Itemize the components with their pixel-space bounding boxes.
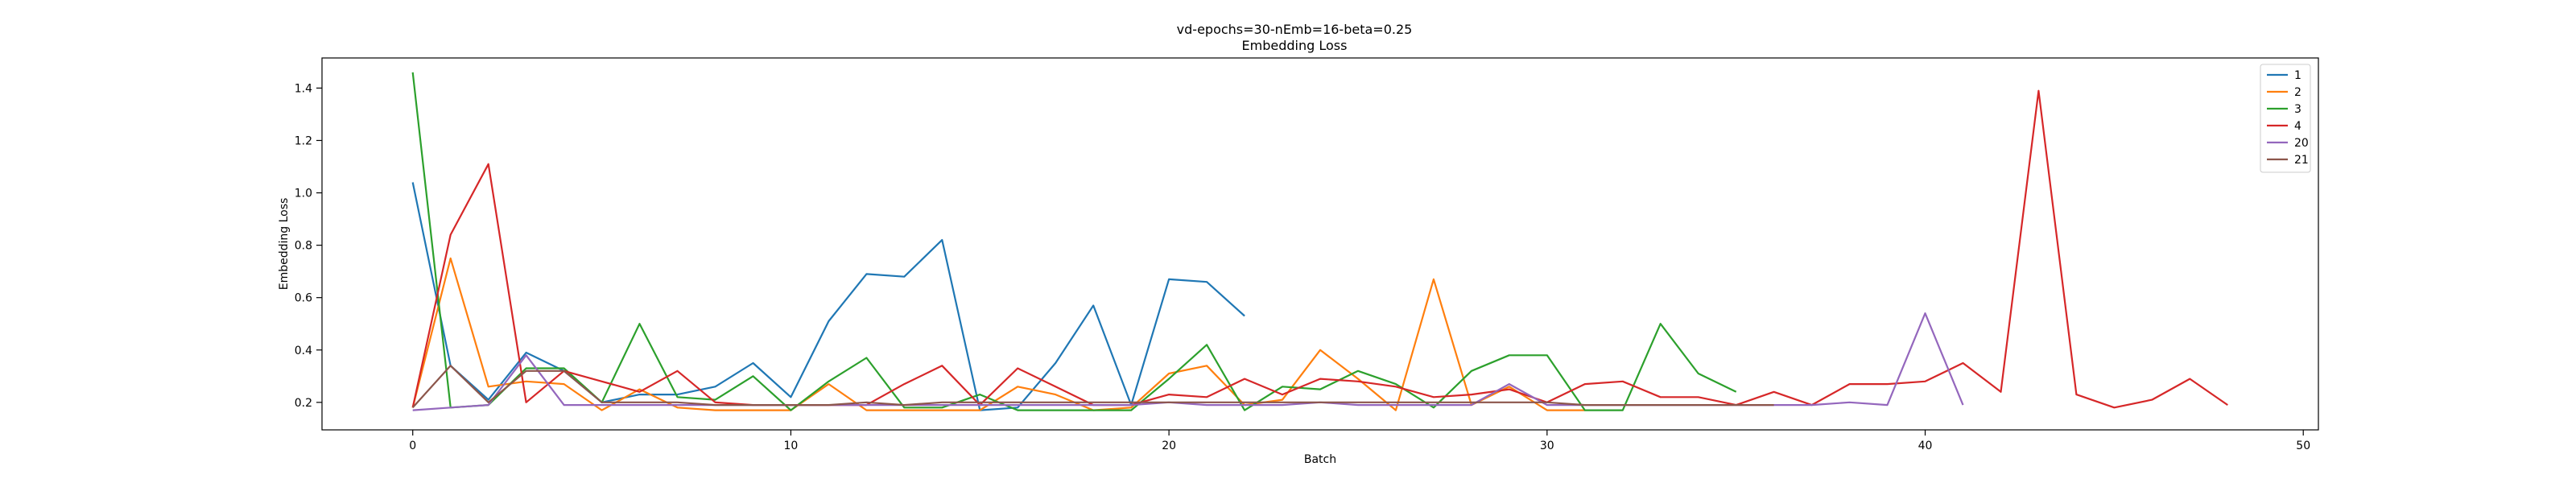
x-tick-label: 20 bbox=[1162, 440, 1176, 452]
legend-label-21: 21 bbox=[2294, 154, 2309, 167]
y-tick-label: 0.8 bbox=[295, 240, 312, 253]
y-tick-label: 1.0 bbox=[295, 188, 312, 200]
plot-lines bbox=[411, 72, 2228, 411]
series-line-21 bbox=[411, 365, 1774, 409]
series-line-3 bbox=[411, 72, 1737, 411]
legend-label-2: 2 bbox=[2294, 86, 2301, 99]
y-tick-label: 0.4 bbox=[295, 345, 312, 357]
y-tick-label: 0.2 bbox=[295, 397, 312, 410]
series-line-1 bbox=[411, 182, 1245, 411]
legend-label-3: 3 bbox=[2294, 103, 2301, 116]
x-tick-label: 30 bbox=[1540, 440, 1554, 452]
legend: 1 2 3 4 20 21 bbox=[2260, 64, 2311, 173]
y-tick-label: 0.6 bbox=[295, 292, 312, 305]
chart-subtitle: Embedding Loss bbox=[1242, 38, 1348, 53]
y-tick-label: 1.4 bbox=[295, 82, 312, 95]
x-tick-label: 10 bbox=[784, 440, 799, 452]
legend-label-1: 1 bbox=[2294, 69, 2301, 82]
plot-frame bbox=[321, 57, 2319, 431]
x-tick-label: 40 bbox=[1918, 440, 1933, 452]
x-axis-ticks: 0 10 20 30 40 50 bbox=[409, 430, 2310, 452]
y-tick-label: 1.2 bbox=[295, 134, 312, 147]
x-tick-label: 50 bbox=[2296, 440, 2310, 452]
legend-label-4: 4 bbox=[2294, 120, 2301, 133]
series-line-4 bbox=[411, 89, 2228, 409]
x-tick-label: 0 bbox=[409, 440, 416, 452]
y-axis-ticks: 0.2 0.4 0.6 0.8 1.0 1.2 1.4 bbox=[295, 82, 322, 410]
y-axis-label: Embedding Loss bbox=[278, 198, 291, 291]
chart-title: vd-epochs=30-nEmb=16-beta=0.25 bbox=[1177, 22, 1413, 37]
x-axis-label: Batch bbox=[1304, 453, 1336, 466]
legend-label-20: 20 bbox=[2294, 137, 2309, 150]
